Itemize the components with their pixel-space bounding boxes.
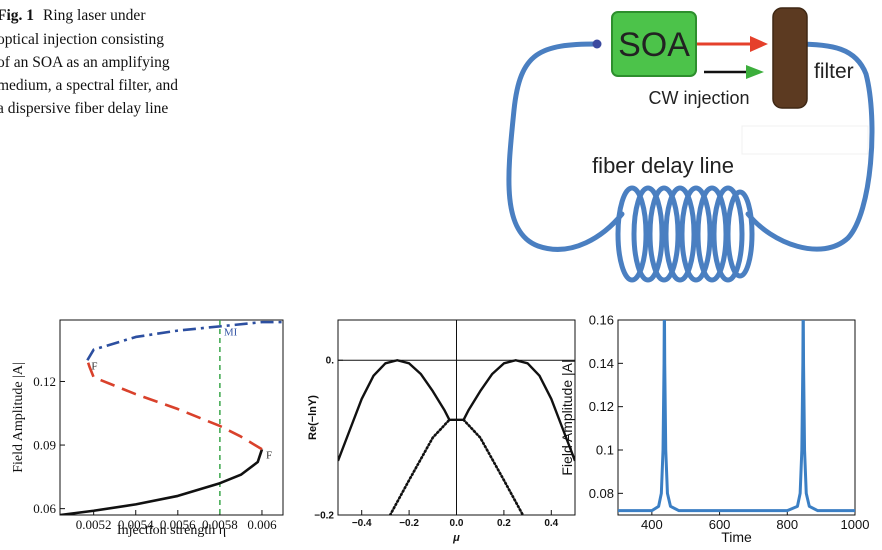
chart: 400 600 800 1000 0.08 0.1 0.12 0.14 0.16 Time Fiel… [559,313,870,545]
x-axis-label: Injection strength η [117,523,226,538]
y-axis-label: Re(−lnY) [307,395,319,440]
plot-area [60,320,283,515]
y-tick-label: 0.1 [596,443,614,458]
coil-loop [631,185,665,283]
caption-line: of an SOA as an amplifying [0,54,170,71]
annotation: F [91,360,97,372]
x-tick-label: 0.0058 [202,517,238,532]
arrow-head [746,65,764,79]
x-tick-label: 1000 [841,517,870,532]
y-tick-label: 0. [326,356,335,367]
x-axis-label: Time [721,529,752,545]
x-tick-label: 0.0056 [160,517,196,532]
soa-box [611,11,697,77]
caption-label: Fig. 1 [0,7,34,24]
series-line [60,448,264,515]
y-tick-label: 0.16 [589,313,614,328]
plot-area [338,359,575,515]
x-tick-label: 0.0 [450,518,464,529]
delay-line-label: fiber delay line [592,153,734,178]
chart: −0.4 −0.2 0.0 0.2 0.4 −0.2 0. μ Re(−lnY) [307,319,576,544]
y-tick-label: 0.14 [589,356,614,371]
ring-laser-diagram: SOA filter CW injection fiber delay line [506,7,875,283]
y-tick-label: 0.12 [589,399,614,414]
y-tick-label: 0.09 [33,438,56,453]
plot-frame [617,319,856,516]
plot-area [618,320,855,513]
injection-label: CW injection [648,88,749,108]
annotation: F [266,449,272,461]
connector [592,39,602,49]
x-tick-label: −0.4 [352,518,372,529]
series-line [338,359,575,462]
x-tick-label: 0.0052 [76,517,112,532]
fiber-loop [745,41,875,252]
annotation: MI [224,326,238,338]
y-tick-label: 0.06 [33,501,56,516]
coil-loop [663,185,697,283]
series-line [388,418,525,515]
caption-line: medium, a spectral filter, and [0,77,178,94]
y-tick-label: −0.2 [314,511,334,522]
coil-loop [647,185,681,283]
x-tick-label: 0.2 [497,518,511,529]
series-line [86,359,263,451]
y-axis-label: Field Amplitude |A| [559,359,575,475]
chart: 0.0052 0.0054 0.0056 0.0058 0.006 0.06 0.09 0.1… [11,319,284,538]
caption-line: optical injection consisting [0,31,164,48]
x-tick-label: 0.0054 [118,517,154,532]
fiber-coil [615,185,755,283]
filter-box [772,7,808,109]
coil-loop [615,185,649,283]
x-tick-label: 400 [641,517,663,532]
x-tick-label: 0.006 [247,517,277,532]
caption-line: Fig. 1 Ring laser under [0,7,146,24]
y-tick-label: 0.12 [33,374,56,389]
x-tick-label: 800 [776,517,798,532]
series-line [618,320,855,513]
arrow-head [750,36,768,52]
x-tick-label: 0.4 [544,518,558,529]
y-axis-label: Field Amplitude |A| [11,362,26,473]
caption-text: Ring laser under [43,7,146,24]
caption: Fig. 1 Ring laser under optical injection… [0,7,178,117]
coil-loop [711,185,745,283]
series-line [86,320,283,361]
blank-box [741,125,869,155]
x-axis-label: μ [452,532,460,544]
plot-frame [59,319,284,516]
y-tick-label: 0.08 [589,486,614,501]
x-tick-label: −0.2 [399,518,419,529]
filter-label: filter [814,60,854,83]
coil-loop [725,189,755,279]
caption-line: a dispersive fiber delay line [0,100,168,117]
x-tick-label: 600 [709,517,731,532]
fiber-loop [506,41,625,252]
coil-loop [679,185,713,283]
soa-label: SOA [618,26,690,64]
